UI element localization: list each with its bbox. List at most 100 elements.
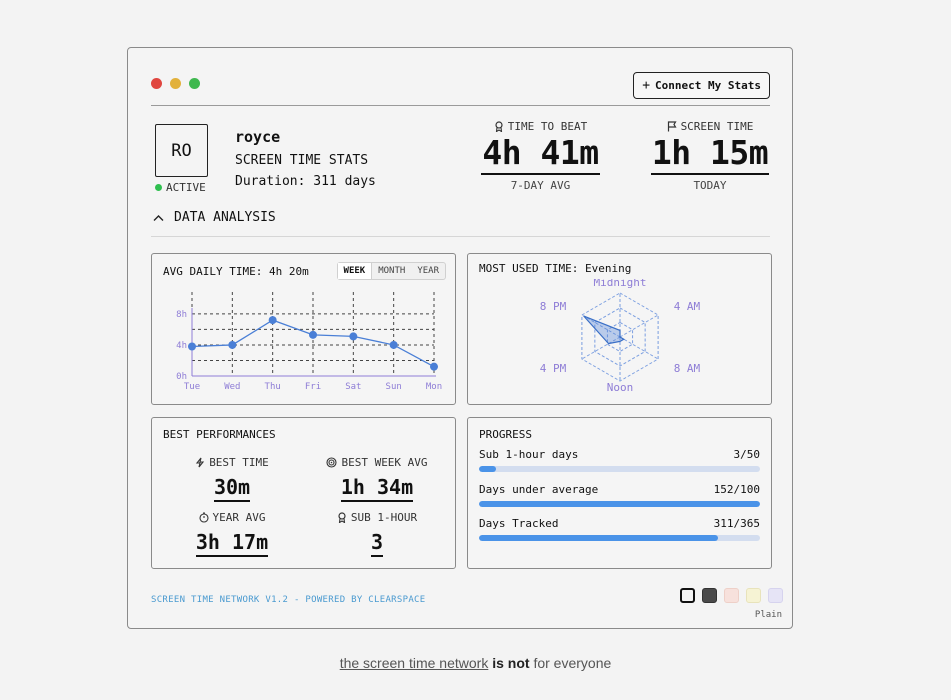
connect-label: Connect My Stats (655, 79, 761, 92)
theme-swatch-lavender[interactable] (768, 588, 783, 603)
radar-spoke (581, 314, 621, 338)
award-icon (495, 121, 503, 132)
radar-axis-label: Noon (607, 381, 634, 394)
theme-label: Plain (754, 610, 782, 620)
best-performances-title: BEST PERFORMANCES (163, 428, 276, 441)
progress-track (479, 466, 760, 472)
avg-daily-label: AVG DAILY TIME: (163, 265, 263, 278)
most-used-value: Evening (584, 262, 632, 275)
progress-row: Days Tracked 311/365 (479, 517, 760, 541)
theme-swatch-cream[interactable] (746, 588, 761, 603)
radar-spoke (581, 336, 621, 360)
progress-row: Days under average 152/100 (479, 483, 760, 507)
connect-stats-button[interactable]: + Connect My Stats (633, 72, 770, 99)
plus-icon: + (642, 78, 651, 93)
sub-1-hour-stat: SUB 1-HOUR 3 (307, 511, 447, 557)
stats-card: + Connect My Stats RO ACTIVE royce SCREE… (127, 47, 793, 629)
x-tick-label: Sat (345, 382, 361, 392)
x-tick-label: Mon (426, 382, 442, 392)
data-point (389, 340, 398, 349)
stopwatch-icon (198, 512, 209, 523)
radar-axis-label: 8 AM (674, 362, 701, 375)
progress-label: Sub 1-hour days (479, 448, 579, 461)
close-dot[interactable] (151, 78, 162, 89)
data-point (309, 330, 317, 339)
target-icon (326, 457, 338, 468)
username: royce (235, 128, 281, 146)
award-icon (338, 512, 346, 523)
radar-axis-label: Midnight (594, 279, 647, 289)
y-tick-label: 0h (176, 372, 187, 382)
theme-swatch-plain[interactable] (680, 588, 695, 603)
progress-fill (479, 535, 719, 541)
most-used-radar-chart: Midnight 4 AM 8 AM Noon 4 PM 8 PM (540, 279, 701, 394)
theme-swatch-dark[interactable] (702, 588, 717, 603)
progress-count: 3/50 (733, 448, 761, 461)
progress-panel: PROGRESS Sub 1-hour days 3/50 Days under … (467, 417, 772, 569)
avatar: RO (155, 124, 208, 177)
y-tick-label: 4h (176, 341, 187, 351)
year-avg-stat: YEAR AVG 3h 17m (162, 511, 302, 557)
progress-fill (479, 466, 496, 472)
progress-track (479, 535, 760, 541)
radar-spoke (619, 314, 659, 338)
x-tick-label: Sun (386, 382, 402, 392)
progress-track (479, 501, 760, 507)
screen-time-value: 1h 15m (650, 133, 770, 175)
status-badge: ACTIVE (155, 181, 206, 194)
avatar-initials: RO (171, 140, 192, 161)
avg-daily-value: 4h 20m (268, 265, 309, 278)
x-tick-label: Wed (224, 382, 240, 392)
profile-subtitle: SCREEN TIME STATS (235, 153, 369, 168)
data-point (268, 316, 277, 325)
radar-area (583, 315, 626, 345)
radar-axis-label: 4 PM (540, 362, 567, 375)
radar-ring (606, 321, 634, 353)
header-divider (151, 105, 770, 106)
best-performances-panel: BEST PERFORMANCES BEST TIME 30m BEST WEE… (151, 417, 456, 569)
tab-year[interactable]: YEAR (417, 266, 439, 276)
maximize-dot[interactable] (189, 78, 200, 89)
tab-month[interactable]: MONTH (378, 266, 406, 276)
best-time-label: BEST TIME (209, 456, 269, 469)
theme-swatch-rose[interactable] (724, 588, 739, 603)
progress-row: Sub 1-hour days 3/50 (479, 448, 760, 472)
progress-fill (479, 501, 760, 507)
bolt-icon (196, 457, 205, 468)
time-to-beat-value: 4h 41m (481, 133, 600, 175)
radar-spoke (619, 336, 659, 360)
section-divider (151, 236, 770, 237)
status-dot-icon (155, 184, 162, 191)
radar-axis-label: 8 PM (540, 300, 567, 313)
data-point (430, 362, 438, 371)
year-avg-value: 3h 17m (195, 529, 269, 557)
data-point (228, 340, 237, 349)
year-avg-label: YEAR AVG (212, 511, 266, 524)
progress-count: 311/365 (713, 517, 760, 530)
footer-credit: SCREEN TIME NETWORK V1.2 - POWERED BY CL… (151, 595, 426, 605)
period-tabs: WEEK MONTH YEAR (336, 262, 446, 280)
avg-daily-line-chart: 0h 4h 8h Tue Wed Thu Fri Sat Sun Mon (176, 292, 442, 392)
tab-week[interactable]: WEEK (337, 263, 373, 279)
best-time-stat: BEST TIME 30m (162, 456, 302, 502)
progress-label: Days under average (479, 483, 599, 496)
tagline-bold: is not (492, 655, 530, 671)
chevron-up-icon (153, 214, 164, 221)
time-to-beat-metric: TIME TO BEAT 4h 41m 7-DAY AVG (478, 120, 603, 192)
tagline-link[interactable]: the screen time network (339, 655, 489, 671)
x-tick-label: Fri (305, 382, 321, 392)
x-tick-label: Tue (184, 382, 200, 392)
radar-ring (594, 307, 646, 367)
most-used-panel: MOST USED TIME: Evening Midnight 4 AM 8 AM… (467, 253, 772, 405)
avg-daily-panel: AVG DAILY TIME: 4h 20m WEEK MONTH YEAR 0… (151, 253, 456, 405)
best-week-avg-stat: BEST WEEK AVG 1h 34m (307, 456, 447, 502)
time-to-beat-sub: 7-DAY AVG (510, 179, 571, 192)
minimize-dot[interactable] (170, 78, 181, 89)
profile-duration: Duration: 311 days (235, 174, 376, 189)
best-week-avg-label: BEST WEEK AVG (341, 456, 428, 469)
tagline-rest: for everyone (533, 655, 612, 671)
best-week-avg-value: 1h 34m (340, 474, 414, 502)
screen-time-metric: SCREEN TIME 1h 15m TODAY (646, 120, 774, 192)
data-analysis-toggle[interactable]: DATA ANALYSIS (153, 210, 276, 225)
y-tick-label: 8h (176, 310, 187, 320)
